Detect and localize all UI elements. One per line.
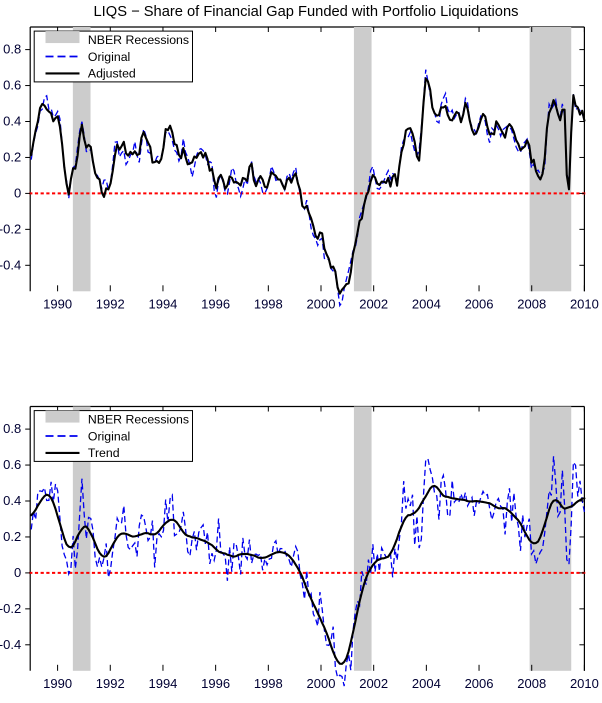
svg-text:0.2: 0.2 (3, 149, 21, 164)
svg-text:0: 0 (14, 565, 21, 580)
svg-text:1998: 1998 (254, 676, 283, 691)
svg-text:1998: 1998 (254, 296, 283, 311)
svg-text:0.6: 0.6 (3, 457, 21, 472)
svg-text:2008: 2008 (517, 296, 546, 311)
svg-text:2010: 2010 (570, 296, 599, 311)
svg-text:NBER Recessions: NBER Recessions (88, 412, 189, 426)
svg-text:Original: Original (88, 50, 130, 64)
svg-text:2002: 2002 (359, 296, 388, 311)
svg-text:2010: 2010 (570, 676, 599, 691)
svg-text:Adjusted: Adjusted (88, 67, 136, 81)
svg-text:2008: 2008 (517, 676, 546, 691)
svg-text:-0.4: -0.4 (0, 637, 21, 652)
svg-text:NBER Recessions: NBER Recessions (88, 33, 189, 47)
svg-text:1996: 1996 (201, 296, 230, 311)
svg-text:2004: 2004 (412, 296, 441, 311)
svg-text:1992: 1992 (96, 676, 125, 691)
svg-text:LIQS − Share of Financial Gap: LIQS − Share of Financial Gap Funded wit… (94, 4, 519, 20)
svg-text:0.8: 0.8 (3, 421, 21, 436)
svg-text:0.8: 0.8 (3, 42, 21, 57)
svg-text:0.2: 0.2 (3, 529, 21, 544)
svg-text:1990: 1990 (43, 296, 72, 311)
svg-text:1996: 1996 (201, 676, 230, 691)
svg-text:1994: 1994 (148, 676, 177, 691)
svg-text:1994: 1994 (148, 296, 177, 311)
svg-text:2002: 2002 (359, 676, 388, 691)
svg-text:1992: 1992 (96, 296, 125, 311)
svg-text:2004: 2004 (412, 676, 441, 691)
svg-text:0: 0 (14, 185, 21, 200)
svg-text:2000: 2000 (307, 676, 336, 691)
svg-text:1990: 1990 (43, 676, 72, 691)
svg-text:2006: 2006 (465, 676, 494, 691)
svg-text:-0.2: -0.2 (0, 221, 21, 236)
svg-text:Trend: Trend (88, 446, 120, 460)
svg-text:Original: Original (88, 429, 130, 443)
svg-text:0.4: 0.4 (3, 114, 21, 129)
svg-text:0.4: 0.4 (3, 493, 21, 508)
svg-text:2000: 2000 (307, 296, 336, 311)
svg-text:2006: 2006 (465, 296, 494, 311)
svg-text:0.6: 0.6 (3, 78, 21, 93)
svg-text:-0.4: -0.4 (0, 257, 21, 272)
svg-text:-0.2: -0.2 (0, 601, 21, 616)
